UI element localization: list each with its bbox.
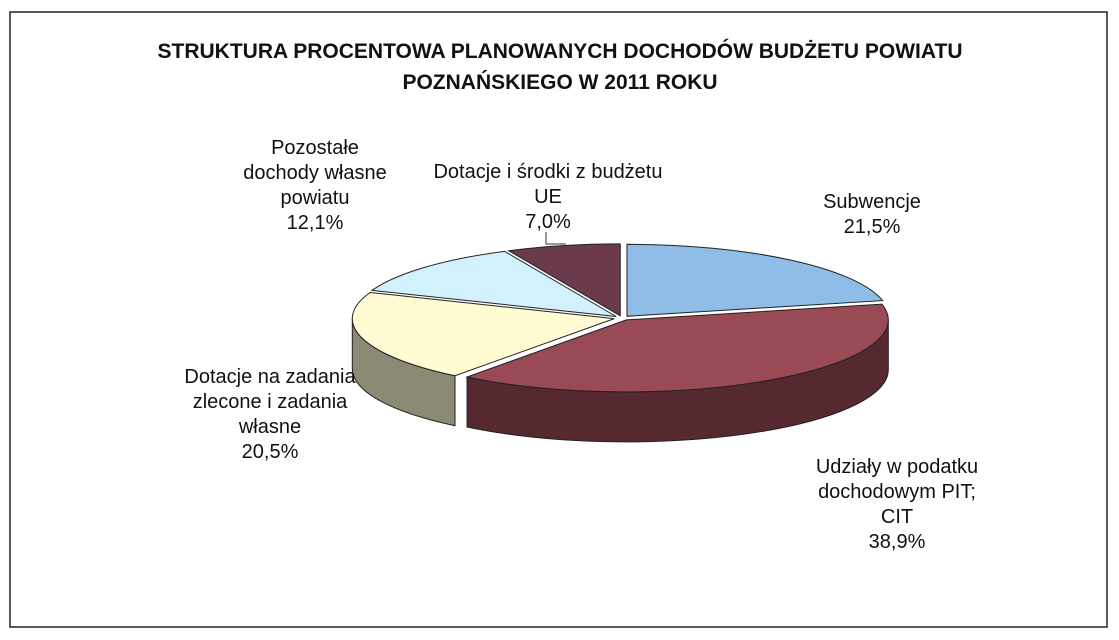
slice-label: Dotacje na zadania zlecone i zadania wła… (165, 365, 375, 465)
slice (507, 243, 621, 317)
frame (9, 11, 1108, 628)
category-label: Dotacje na zadania zlecone i zadania wła… (184, 366, 356, 438)
category-label: Dotacje i środki z budżetu UE (433, 161, 663, 208)
value-label: 20,5% (241, 441, 299, 463)
value-label: 12,1% (286, 212, 344, 234)
value-label: 38,9% (868, 531, 926, 553)
slice (370, 250, 617, 317)
slice-label: Subwencje 21,5% (782, 190, 962, 240)
slice (626, 243, 884, 317)
chart-title: STRUKTURA PROCENTOWA PLANOWANYCH DOCHODÓ… (157, 40, 963, 94)
slice (465, 303, 889, 393)
category-label: Pozostałe dochody własne powiatu (243, 137, 387, 209)
leader-line (545, 232, 566, 245)
slice-label: Pozostałe dochody własne powiatu 12,1% (233, 136, 398, 236)
category-label: Udziały w podatku dochodowym PIT; CIT (815, 456, 979, 528)
slice-label: Udziały w podatku dochodowym PIT; CIT 38,… (812, 455, 982, 555)
slice (351, 291, 615, 377)
category-label: Subwencje (823, 191, 921, 213)
value-label: 7,0% (525, 211, 571, 233)
value-label: 21,5% (843, 216, 901, 238)
slice-label: Dotacje i środki z budżetu UE 7,0% (433, 160, 663, 235)
